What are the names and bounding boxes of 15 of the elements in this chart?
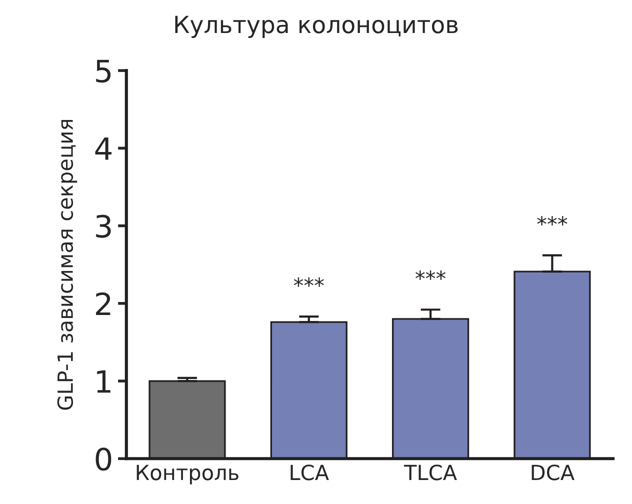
x-tick-label: TLCA [404, 464, 457, 480]
x-tick-label: Контроль [136, 464, 238, 484]
y-axis-title: GLP-1 зависимая секреция [57, 120, 78, 410]
y-tick-label: 2 [96, 292, 110, 316]
chart-title: Культура колоноцитов [175, 16, 458, 38]
x-tick-label: DCA [532, 464, 574, 480]
annotation: *** [294, 277, 324, 287]
y-tick-label: 5 [96, 60, 111, 83]
annotation: *** [416, 270, 446, 280]
y-tick-label: 3 [96, 214, 111, 238]
y-tick-label: 1 [97, 370, 110, 393]
y-tick-label: 0 [96, 448, 112, 471]
y-tick-label: 4 [95, 138, 112, 160]
x-tick-label: LCA [290, 464, 329, 480]
annotation: *** [537, 216, 568, 226]
